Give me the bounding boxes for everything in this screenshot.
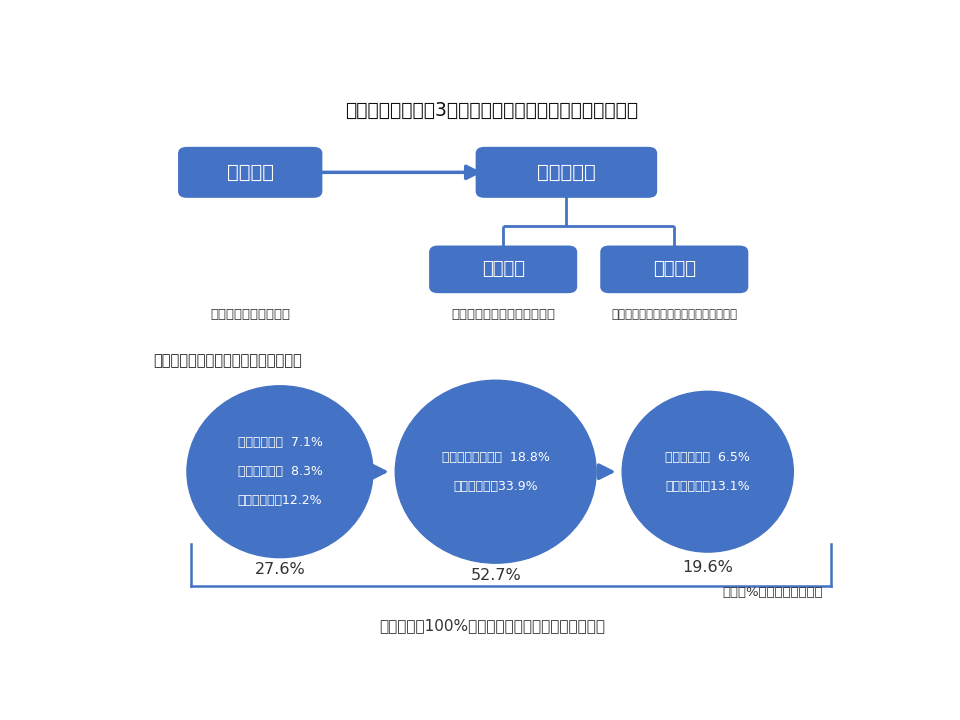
FancyBboxPatch shape — [178, 147, 323, 198]
Text: 【マネジメントのロジックとシステム】: 【マネジメントのロジックとシステム】 — [612, 308, 737, 321]
Text: （注）%は業績への貢献度: （注）%は業績への貢献度 — [723, 585, 823, 598]
FancyBboxPatch shape — [429, 246, 577, 293]
Text: トータルで100%（四捨五入の関係で一致しない）: トータルで100%（四捨五入の関係で一致しない） — [379, 618, 605, 633]
Text: 図表１：業績貢献3要因の有効度と事業展開の有機的構造: 図表１：業績貢献3要因の有効度と事業展開の有機的構造 — [346, 101, 638, 120]
Text: ・財務管理　13.1%: ・財務管理 13.1% — [665, 480, 750, 492]
Text: ・管理組織　  6.5%: ・管理組織 6.5% — [665, 451, 750, 464]
Text: ・マーケティング  18.8%: ・マーケティング 18.8% — [442, 451, 550, 464]
FancyBboxPatch shape — [475, 147, 658, 198]
Text: 技術的要因: 技術的要因 — [537, 163, 596, 182]
Text: ・人事教育　  7.1%: ・人事教育 7.1% — [237, 436, 323, 449]
Text: 【技術的要因へのタイムラグの存在】: 【技術的要因へのタイムラグの存在】 — [154, 354, 302, 369]
Text: 戦略要因: 戦略要因 — [482, 261, 525, 279]
Text: ・経営者　　  8.3%: ・経営者 8.3% — [237, 465, 323, 478]
Ellipse shape — [622, 392, 793, 552]
Text: 人的要因: 人的要因 — [227, 163, 274, 182]
Text: 19.6%: 19.6% — [683, 559, 733, 575]
Text: 【事業の中核・利益の源泉】: 【事業の中核・利益の源泉】 — [451, 308, 555, 321]
Ellipse shape — [396, 380, 596, 563]
Text: 【事業の苗床的性質】: 【事業の苗床的性質】 — [210, 308, 290, 321]
Text: ・製品開発　33.9%: ・製品開発 33.9% — [453, 480, 538, 492]
Text: 管理要因: 管理要因 — [653, 261, 696, 279]
Ellipse shape — [187, 386, 372, 557]
Text: ・経営理念　12.2%: ・経営理念 12.2% — [238, 494, 323, 507]
FancyBboxPatch shape — [600, 246, 748, 293]
Text: 52.7%: 52.7% — [470, 568, 521, 583]
Text: 27.6%: 27.6% — [254, 562, 305, 577]
